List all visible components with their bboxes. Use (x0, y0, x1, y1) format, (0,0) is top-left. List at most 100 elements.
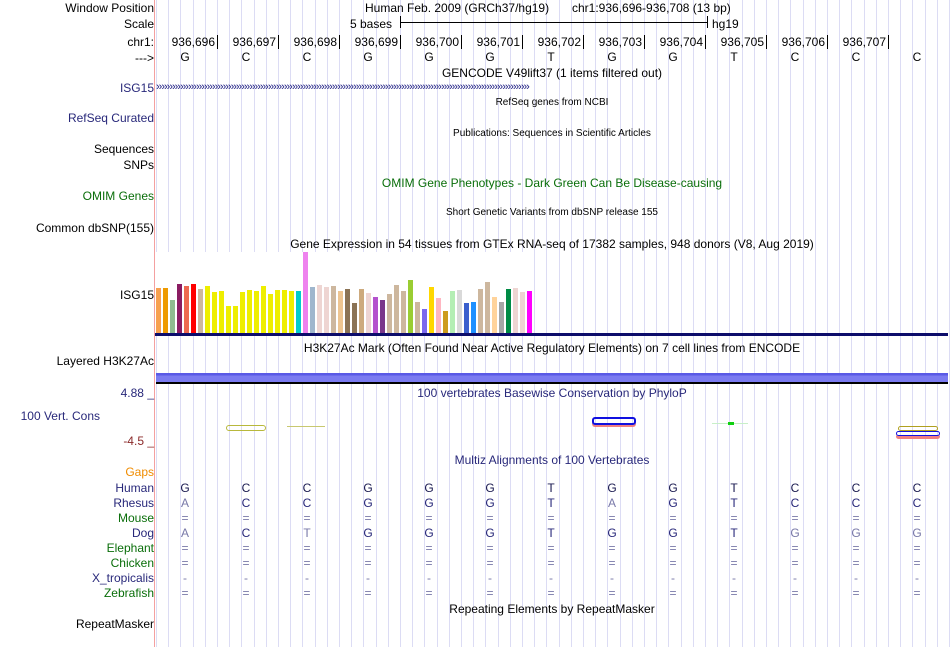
alignment-base: = (547, 556, 555, 570)
grid-line (559, 0, 560, 647)
gtex-bar[interactable] (345, 289, 350, 334)
alignment-base: = (730, 586, 738, 600)
alignment-base: C (241, 496, 251, 510)
gtex-bar[interactable] (338, 291, 343, 334)
species-label[interactable]: Mouse (117, 511, 154, 525)
gtex-bar[interactable] (184, 286, 189, 334)
label-gtex[interactable]: ISG15 (119, 288, 154, 302)
species-label[interactable]: Elephant (106, 541, 154, 555)
label-isg15[interactable]: ISG15 (119, 81, 154, 95)
grid-line (815, 0, 816, 647)
refseq-track-title: RefSeq genes from NCBI (495, 97, 609, 108)
gtex-bar[interactable] (254, 291, 259, 334)
gtex-bar[interactable] (499, 302, 504, 334)
alignment-base: = (364, 541, 372, 555)
gtex-bar[interactable] (422, 309, 427, 334)
gtex-bar[interactable] (282, 290, 287, 334)
alignment-base: C (790, 496, 800, 510)
gtex-bar[interactable] (359, 289, 364, 334)
alignment-base: = (242, 556, 250, 570)
gtex-bar[interactable] (289, 291, 294, 334)
alignment-base: = (852, 556, 860, 570)
alignment-base: C (912, 496, 922, 510)
label-sequences[interactable]: Sequences (93, 142, 154, 156)
gtex-bar[interactable] (513, 288, 518, 334)
gtex-bar[interactable] (247, 290, 252, 334)
species-label[interactable]: Chicken (110, 556, 154, 570)
gtex-bar[interactable] (212, 292, 217, 334)
label-cons[interactable]: 100 Vert. Cons (20, 409, 100, 423)
alignment-base: = (791, 541, 799, 555)
gtex-bar[interactable] (394, 285, 399, 334)
alignment-base: = (486, 511, 494, 525)
species-label[interactable]: Zebrafish (103, 586, 154, 600)
label-gaps[interactable]: Gaps (125, 465, 154, 479)
species-label[interactable]: Dog (131, 526, 154, 540)
gtex-bar[interactable] (233, 306, 238, 334)
gtex-bar[interactable] (464, 303, 469, 334)
gtex-bar[interactable] (226, 306, 231, 334)
gtex-bar[interactable] (324, 287, 329, 334)
label-strand[interactable]: ---> (135, 51, 154, 65)
ruler-position: 936,702 (538, 35, 584, 49)
gtex-bar[interactable] (415, 302, 420, 334)
gtex-bar[interactable] (485, 282, 490, 334)
grid-line (888, 0, 889, 647)
gtex-bar[interactable] (296, 291, 301, 334)
label-refseq[interactable]: RefSeq Curated (67, 111, 154, 125)
gtex-bar[interactable] (219, 291, 224, 334)
h3k27ac-signal[interactable] (156, 373, 948, 382)
label-h3k27ac[interactable]: Layered H3K27Ac (56, 354, 154, 368)
gtex-bar[interactable] (352, 303, 357, 334)
label-omim[interactable]: OMIM Genes (82, 189, 154, 203)
gtex-bar[interactable] (317, 285, 322, 334)
gtex-bar[interactable] (275, 290, 280, 334)
gtex-bar[interactable] (198, 289, 203, 334)
alignment-base: G (668, 526, 678, 540)
gtex-bar[interactable] (408, 280, 413, 334)
gtex-bar[interactable] (261, 286, 266, 334)
gtex-bar[interactable] (527, 291, 532, 334)
gtex-bar[interactable] (156, 288, 161, 334)
species-label[interactable]: Rhesus (113, 496, 154, 510)
isg15-gene-feature[interactable]: ››››››››››››››››››››››››››››››››››››››››… (156, 81, 530, 93)
gtex-bar[interactable] (170, 300, 175, 334)
gtex-bar[interactable] (191, 284, 196, 334)
gtex-bar[interactable] (450, 291, 455, 334)
gtex-bar[interactable] (268, 294, 273, 334)
label-snps[interactable]: SNPs (123, 158, 154, 172)
gtex-bar[interactable] (471, 302, 476, 334)
gtex-bar[interactable] (303, 252, 308, 334)
gtex-bar[interactable] (331, 286, 336, 334)
species-label[interactable]: X_tropicalis (91, 571, 154, 585)
gtex-bar[interactable] (163, 288, 168, 334)
gtex-bar[interactable] (240, 292, 245, 334)
gtex-bar[interactable] (366, 293, 371, 334)
gtex-bar[interactable] (429, 287, 434, 334)
gtex-bar[interactable] (380, 300, 385, 334)
gtex-bar[interactable] (478, 289, 483, 334)
species-label[interactable]: Human (115, 481, 154, 495)
alignment-base: = (852, 586, 860, 600)
gtex-bar-chart[interactable] (156, 252, 533, 334)
label-dbsnp[interactable]: Common dbSNP(155) (35, 221, 154, 235)
label-repeatmasker[interactable]: RepeatMasker (75, 617, 154, 631)
alignment-base: C (790, 481, 800, 495)
gtex-bar[interactable] (436, 298, 441, 334)
gtex-bar[interactable] (443, 311, 448, 334)
gtex-bar[interactable] (492, 297, 497, 334)
gtex-bar[interactable] (457, 290, 462, 334)
grid-line (778, 0, 779, 647)
gtex-baseline (155, 333, 948, 336)
gtex-bar[interactable] (310, 287, 315, 334)
gtex-bar[interactable] (401, 291, 406, 334)
gtex-bar[interactable] (205, 286, 210, 334)
alignment-base: = (425, 511, 433, 525)
gtex-bar[interactable] (177, 284, 182, 334)
gtex-bar[interactable] (387, 294, 392, 334)
gtex-bar[interactable] (520, 292, 525, 334)
gtex-bar[interactable] (373, 297, 378, 334)
gtex-bar[interactable] (506, 289, 511, 334)
alignment-base: C (851, 496, 861, 510)
alignment-base: = (608, 541, 616, 555)
